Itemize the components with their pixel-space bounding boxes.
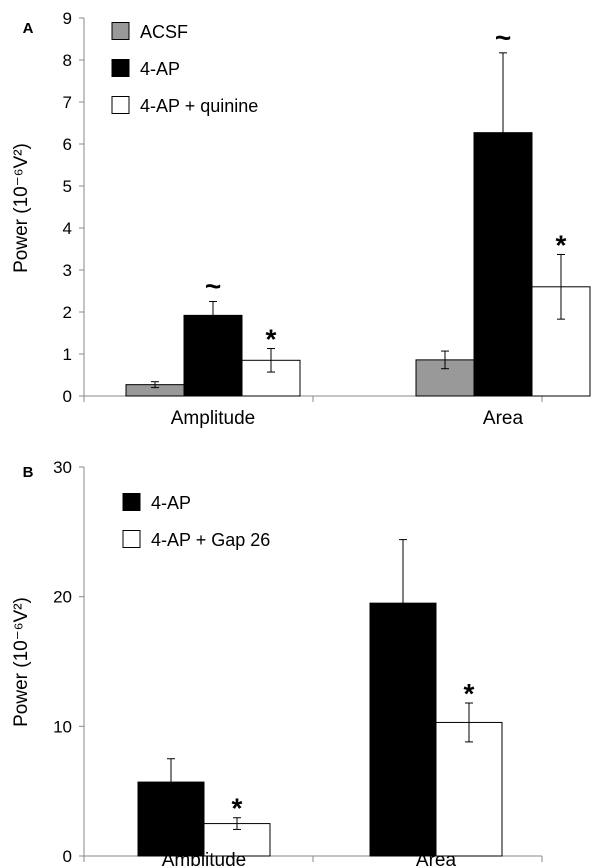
y-tick-label: 7 <box>63 93 72 112</box>
y-tick-label: 5 <box>63 177 72 196</box>
legend-swatch <box>111 96 130 114</box>
significance-marker: ~ <box>205 271 221 302</box>
legend-swatch <box>111 59 130 77</box>
panel-label: A <box>23 20 34 37</box>
category-label: Area <box>416 850 457 866</box>
category-label: Amplitude <box>162 850 247 866</box>
y-tick-label: 8 <box>63 51 72 70</box>
legend-label: 4-AP <box>140 59 180 79</box>
significance-marker: * <box>266 324 277 355</box>
legend-swatch <box>122 493 141 511</box>
category-label: Amplitude <box>171 408 256 429</box>
y-tick-label: 20 <box>53 588 72 607</box>
y-tick-label: 6 <box>63 135 72 154</box>
legend-label: 4-AP <box>151 493 191 513</box>
legend-swatch <box>122 530 141 548</box>
panel-a: A 0 1 2 3 4 5 6 7 8 9 Power (10⁻⁶V²) Amplitude Area ~ *… <box>11 9 591 429</box>
legend-label: 4-AP + Gap 26 <box>151 530 270 550</box>
y-tick-label: 4 <box>63 219 72 238</box>
y-tick-label: 2 <box>63 303 72 322</box>
panel-b: B 0 10 20 30 Power (10⁻⁶V²) Amplitude Area * * 4-A… <box>11 458 543 866</box>
panel-label: B <box>23 464 34 481</box>
y-tick-label: 30 <box>53 458 72 477</box>
y-tick-label: 9 <box>63 9 72 28</box>
y-axis-label: Power (10⁻⁶V²) <box>11 597 32 727</box>
y-tick-label: 1 <box>63 345 72 364</box>
y-tick-label: 3 <box>63 261 72 280</box>
significance-marker: * <box>232 793 243 824</box>
y-axis-label: Power (10⁻⁶V²) <box>11 143 32 273</box>
legend-swatch <box>111 22 130 40</box>
significance-marker: * <box>556 229 567 260</box>
significance-marker: ~ <box>495 22 511 53</box>
category-label: Area <box>483 408 524 429</box>
legend-label: ACSF <box>140 22 188 42</box>
significance-marker: * <box>464 678 475 709</box>
legend-label: 4-AP + quinine <box>140 96 258 116</box>
bar <box>435 721 503 857</box>
y-tick-label: 0 <box>63 847 72 866</box>
y-tick-label: 0 <box>63 387 72 406</box>
y-tick-label: 10 <box>53 717 72 736</box>
